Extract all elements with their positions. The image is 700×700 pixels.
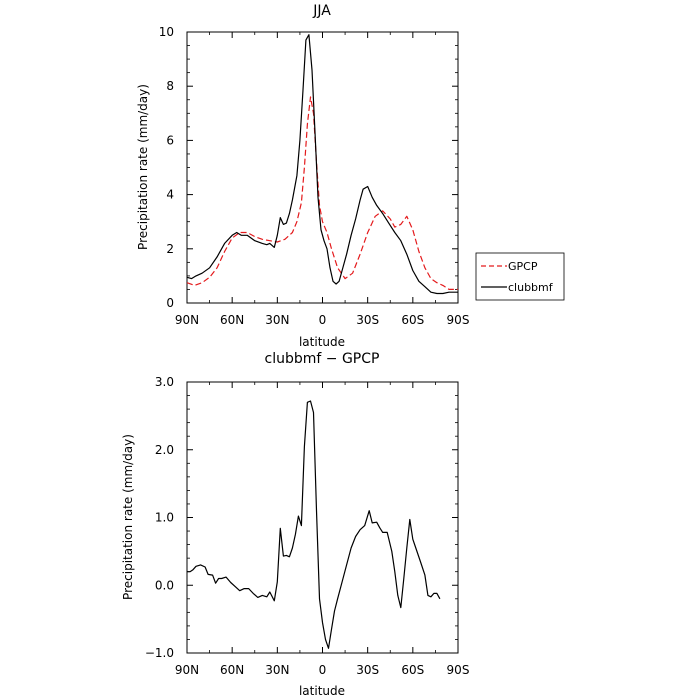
top-chart-title: JJA bbox=[312, 3, 331, 19]
top-xtick-label: 30S bbox=[356, 313, 379, 327]
top-series-line-gpcp bbox=[186, 96, 458, 290]
top-xlabel: latitude bbox=[299, 335, 345, 349]
legend-label-gpcp: GPCP bbox=[508, 260, 538, 273]
top-xtick-label: 0 bbox=[319, 313, 327, 327]
top-plot-frame bbox=[186, 31, 459, 304]
bottom-xtick-label: 90S bbox=[447, 663, 470, 677]
bottom-ytick-label: 0.0 bbox=[155, 578, 174, 592]
bottom-ytick-label: 3.0 bbox=[155, 375, 174, 389]
top-ytick-label: 8 bbox=[166, 79, 174, 93]
bottom-xtick-label: 90N bbox=[175, 663, 199, 677]
bottom-xtick-label: 30N bbox=[265, 663, 289, 677]
legend-box bbox=[475, 252, 565, 301]
bottom-xtick-label: 60N bbox=[220, 663, 244, 677]
bottom-ytick-label: 2.0 bbox=[155, 443, 174, 457]
legend-label-clubbmf: clubbmf bbox=[508, 281, 554, 294]
top-ylabel: Precipitation rate (mm/day) bbox=[136, 84, 150, 250]
bottom-plot-frame bbox=[186, 381, 459, 654]
bottom-xtick-label: 0 bbox=[319, 663, 327, 677]
top-ytick-label: 10 bbox=[159, 25, 174, 39]
top-xtick-label: 60S bbox=[401, 313, 424, 327]
top-ytick-label: 4 bbox=[166, 188, 174, 202]
bottom-lines bbox=[187, 400, 441, 649]
top-series-line-clubbmf bbox=[186, 34, 458, 295]
legend: GPCP clubbmf bbox=[475, 252, 565, 301]
top-ytick-label: 6 bbox=[166, 133, 174, 147]
top-ytick-label: 0 bbox=[166, 296, 174, 310]
bottom-ylabel: Precipitation rate (mm/day) bbox=[121, 434, 135, 600]
bottom-chart-title: clubbmf − GPCP bbox=[265, 351, 380, 367]
top-ytick-label: 2 bbox=[166, 242, 174, 256]
bottom-series-line-difference bbox=[187, 400, 441, 649]
top-lines bbox=[186, 34, 458, 295]
bottom-xtick-label: 30S bbox=[356, 663, 379, 677]
bottom-xlabel: latitude bbox=[299, 684, 345, 698]
bottom-panel: clubbmf − GPCP 90N 60N 30N 0 30S 60S 90S −1.0 0.… bbox=[121, 351, 469, 698]
top-xtick-label: 90N bbox=[175, 313, 199, 327]
top-ticks: 90N 60N 30N 0 30S 60S 90S 0 2 4 6 8 10 bbox=[159, 25, 470, 327]
bottom-ticks: 90N 60N 30N 0 30S 60S 90S −1.0 0.0 1.0 2.0 3.0 bbox=[145, 375, 470, 677]
bottom-ytick-label: 1.0 bbox=[155, 511, 174, 525]
top-xtick-label: 30N bbox=[265, 313, 289, 327]
bottom-ytick-label: −1.0 bbox=[145, 646, 174, 660]
top-xtick-label: 60N bbox=[220, 313, 244, 327]
bottom-xtick-label: 60S bbox=[401, 663, 424, 677]
top-xtick-label: 90S bbox=[447, 313, 470, 327]
